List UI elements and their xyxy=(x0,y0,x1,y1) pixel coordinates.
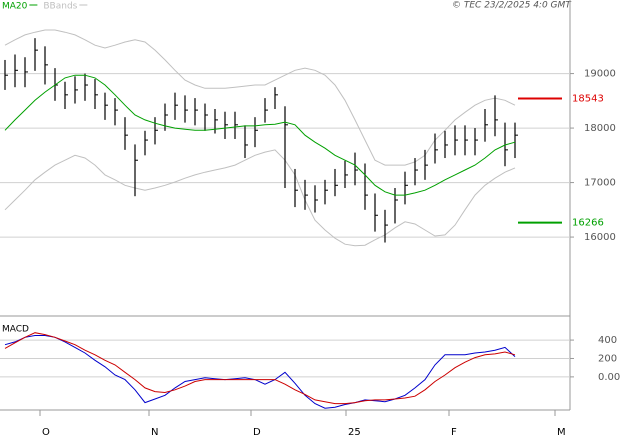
legend-label: BBands xyxy=(43,2,77,12)
macd-title: MACD xyxy=(2,325,29,335)
bband-lower xyxy=(4,149,516,247)
x-tick-label: 25 xyxy=(348,427,361,438)
ma20-line xyxy=(4,74,516,196)
y-tick-label: 18000 xyxy=(584,123,616,134)
level-label: 18543 xyxy=(572,93,604,104)
x-tick-label: F xyxy=(451,427,457,438)
y-tick-label: 16000 xyxy=(584,232,616,243)
macd-line xyxy=(4,332,516,405)
y-tick-label: 400 xyxy=(598,335,617,346)
y-tick-label: 0.00 xyxy=(598,372,620,383)
level-label: 16266 xyxy=(572,218,604,229)
macd-line xyxy=(4,335,516,409)
source: © TEC 23/2/2025 4:0 GMT xyxy=(452,1,572,11)
bband-upper xyxy=(4,29,516,166)
x-tick-label: M xyxy=(557,427,566,438)
y-tick-label: 17000 xyxy=(584,178,616,189)
legend-label: MA20 xyxy=(2,2,28,12)
x-tick-label: N xyxy=(151,427,158,438)
y-tick-label: 200 xyxy=(598,353,617,364)
y-tick-label: 19000 xyxy=(584,69,616,80)
x-tick-label: O xyxy=(42,427,50,438)
x-tick-label: D xyxy=(253,427,261,438)
